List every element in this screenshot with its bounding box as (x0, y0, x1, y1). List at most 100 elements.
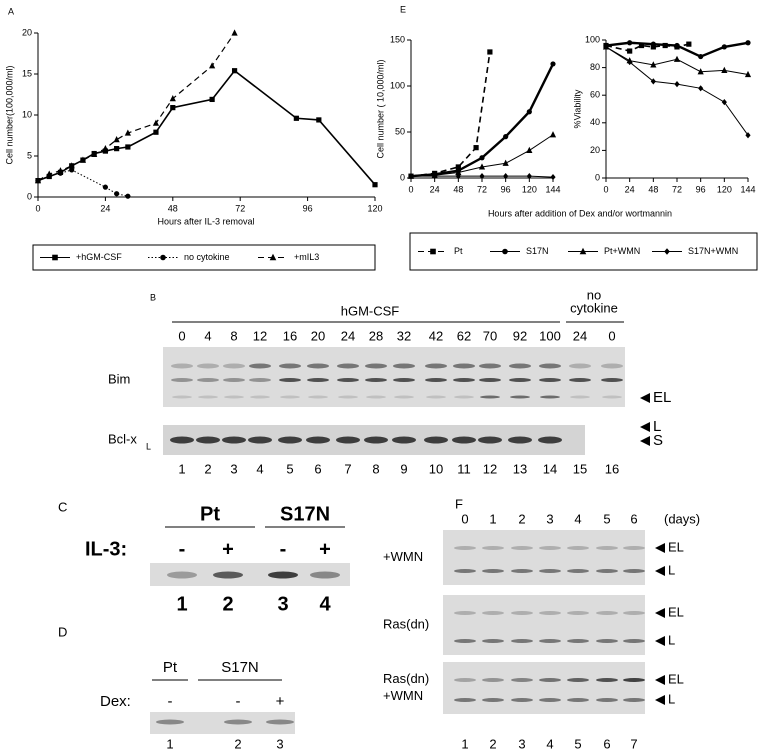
lane-number: 5 (574, 736, 581, 751)
blot-image (443, 595, 645, 655)
marker (721, 99, 727, 106)
x-tick-label: 120 (367, 203, 382, 213)
arrow (655, 566, 665, 576)
row-label: Ras(dn) (383, 671, 429, 686)
lane-label: 100 (539, 328, 561, 343)
sign: - (236, 693, 241, 710)
day-label: 2 (518, 511, 525, 526)
arrow (640, 393, 650, 403)
y-tick-label: 100 (585, 34, 600, 44)
y-tick-label: 50 (395, 126, 405, 136)
row-subscript: L (146, 441, 151, 451)
x-tick-label: 0 (603, 184, 608, 194)
band-label: L (653, 418, 661, 435)
marker (603, 43, 609, 50)
band (279, 363, 301, 369)
marker (638, 42, 645, 49)
marker (473, 145, 479, 151)
band-label: S (653, 432, 663, 449)
lane-number: 4 (546, 736, 553, 751)
marker (627, 40, 633, 46)
legend-label: Pt (454, 246, 463, 256)
row-label: +WMN (383, 688, 423, 703)
x-tick-label: 24 (625, 184, 635, 194)
marker (372, 182, 378, 188)
lane-label: 24 (573, 328, 587, 343)
band (223, 363, 245, 369)
band (567, 698, 589, 702)
blot-image (443, 662, 645, 714)
band (249, 363, 271, 369)
band (596, 546, 618, 550)
panel-label: D (58, 624, 67, 639)
lane-label: 24 (341, 328, 355, 343)
group-label: S17N (221, 659, 259, 676)
band (454, 546, 476, 550)
marker (627, 58, 633, 66)
band (623, 639, 645, 643)
marker (579, 247, 587, 255)
series-line (410, 51, 491, 177)
marker (68, 162, 75, 169)
band (623, 546, 645, 550)
lane-number: 16 (605, 461, 619, 476)
panel-label: F (455, 496, 463, 511)
band (511, 678, 533, 682)
band-label: L (668, 632, 675, 647)
marker (46, 170, 53, 177)
group-header: hGM-CSF (341, 303, 400, 318)
band (567, 639, 589, 643)
marker (52, 254, 58, 261)
sign: - (179, 538, 186, 560)
lane-label: 0 (178, 328, 185, 343)
lane-label: 70 (483, 328, 497, 343)
band (307, 363, 329, 369)
band (623, 678, 645, 682)
marker (502, 248, 508, 255)
series-line (37, 32, 236, 182)
marker (170, 105, 176, 111)
lane-label: 16 (283, 328, 297, 343)
marker (455, 168, 462, 176)
band (279, 378, 301, 382)
lane-number: 1 (166, 736, 173, 751)
lane-number: 4 (256, 461, 263, 476)
legend-label: S17N+WMN (688, 246, 738, 256)
band (511, 546, 533, 550)
band (482, 546, 504, 550)
lane-number: 6 (314, 461, 321, 476)
panel-label: E (400, 4, 406, 14)
lane-label: 28 (369, 328, 383, 343)
series-line (37, 69, 376, 186)
band (601, 378, 623, 382)
marker (627, 48, 633, 54)
x-tick-label: 0 (35, 203, 40, 213)
x-tick-label: 96 (696, 184, 706, 194)
lane-number: 3 (276, 736, 283, 751)
marker (721, 66, 728, 73)
x-tick-label: 72 (672, 184, 682, 194)
band (364, 436, 388, 444)
band (539, 569, 561, 573)
band (171, 378, 193, 382)
marker (269, 253, 277, 261)
marker (169, 95, 176, 102)
marker (160, 254, 166, 261)
band (268, 571, 298, 579)
band (509, 378, 531, 382)
y-tick-label: 60 (590, 90, 600, 100)
band (198, 395, 218, 399)
lane-number: 9 (400, 461, 407, 476)
band (213, 571, 243, 579)
lane-number: 10 (429, 461, 443, 476)
band (540, 395, 560, 399)
marker (91, 150, 98, 157)
marker (102, 145, 109, 152)
band (156, 719, 184, 725)
x-tick-label: 48 (168, 203, 178, 213)
band (482, 639, 504, 643)
row-label: +WMN (383, 549, 423, 564)
y-tick-label: 150 (390, 34, 405, 44)
marker (697, 68, 704, 75)
